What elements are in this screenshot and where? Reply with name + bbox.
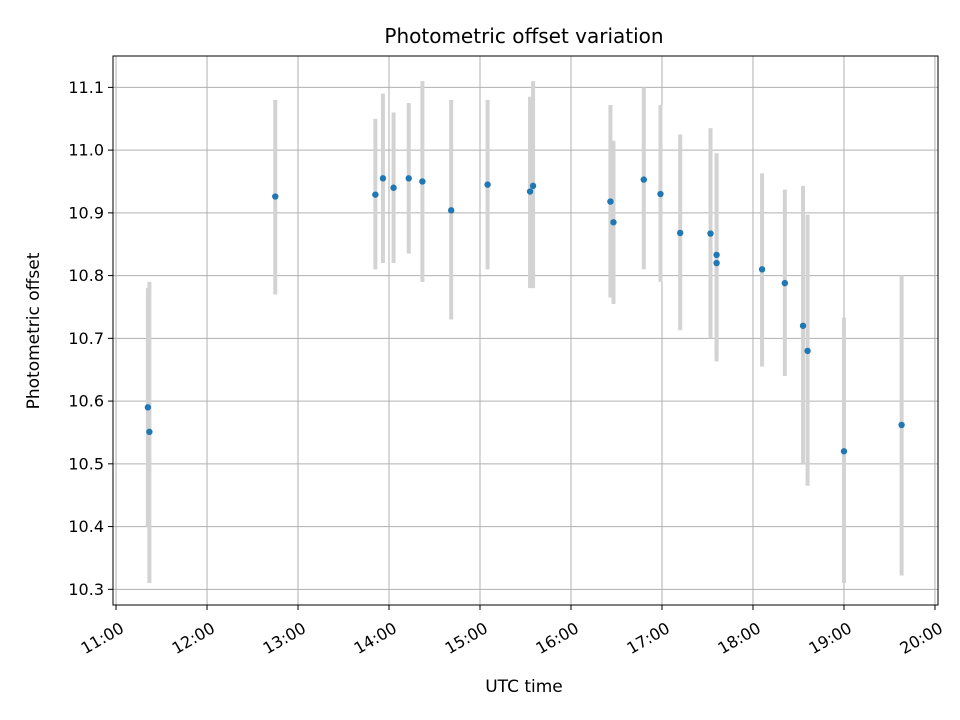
data-point	[144, 404, 152, 411]
data-point	[484, 181, 491, 188]
data-point	[405, 175, 412, 182]
data-point	[372, 191, 379, 198]
x-axis-title: UTC time	[485, 677, 563, 697]
data-point	[898, 421, 905, 429]
data-point	[713, 251, 720, 259]
y-axis-title: Photometric offset	[24, 252, 44, 409]
data-point	[799, 322, 807, 329]
data-point	[804, 347, 811, 355]
plot-area-frame	[112, 55, 939, 606]
y-tick-label: 10.5	[68, 454, 104, 473]
data-point	[146, 428, 153, 436]
data-point	[840, 448, 848, 455]
data-point	[607, 198, 614, 205]
y-axis: 10.3 10.4 10.5 10.6 10.7 10.8 10.9 11.0 11.1	[68, 78, 113, 599]
y-tick-label: 10.7	[68, 329, 104, 348]
data-point	[390, 184, 397, 191]
data-point	[447, 207, 455, 214]
data-point	[272, 193, 279, 200]
grid	[113, 56, 938, 605]
data-point	[657, 190, 664, 198]
y-tick-label: 10.8	[68, 266, 104, 285]
data-point	[676, 229, 684, 237]
data-point	[419, 178, 426, 185]
data-point	[707, 230, 714, 237]
data-point	[781, 279, 789, 287]
data-point	[640, 176, 647, 183]
y-tick-label: 10.4	[68, 517, 104, 536]
data-point	[758, 266, 766, 273]
data-points	[144, 175, 905, 455]
data-point	[610, 219, 617, 226]
y-tick-label: 11.1	[68, 78, 104, 97]
chart-title: Photometric offset variation	[384, 24, 663, 48]
y-tick-label: 10.9	[68, 203, 104, 222]
y-tick-label: 10.3	[68, 580, 104, 599]
data-point	[713, 259, 720, 267]
y-tick-label: 10.6	[68, 392, 104, 411]
y-tick-label: 11.0	[68, 141, 104, 160]
data-point	[529, 182, 537, 190]
data-point	[526, 188, 534, 195]
data-point	[379, 175, 387, 182]
